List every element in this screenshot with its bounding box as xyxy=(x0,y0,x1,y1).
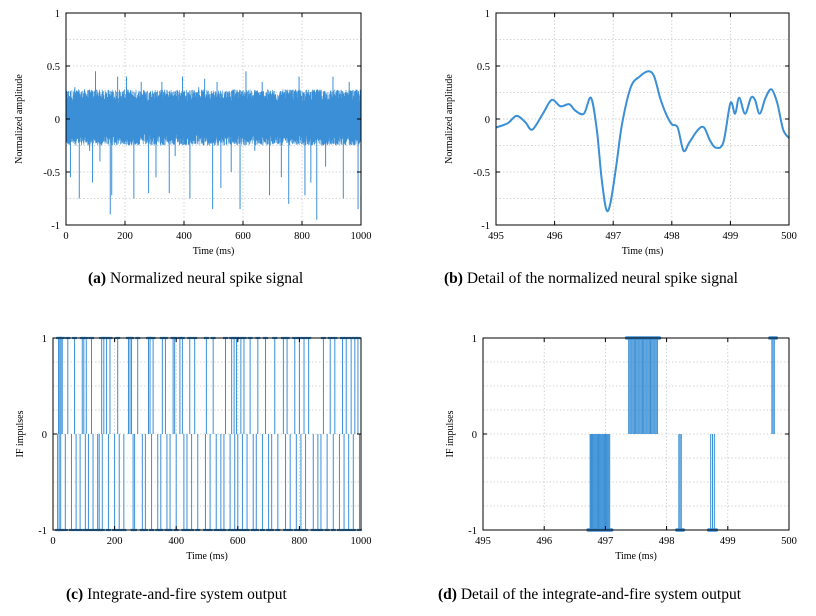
ticks-d: 495 496 497 498 499 500 -1 0 1 xyxy=(468,334,797,547)
x-tick-label-2: 400 xyxy=(168,536,184,547)
caption-d-text: Detail of the integrate-and-fire system … xyxy=(460,586,742,603)
y-tick-label-4: 1 xyxy=(55,9,60,20)
caption-a-text: Normalized neural spike signal xyxy=(109,270,304,287)
y-tick-label-2: 1 xyxy=(472,334,477,345)
x-tick-label-3: 600 xyxy=(230,536,246,547)
caption-c: (c) Integrate-and-fire system output xyxy=(66,586,287,604)
x-tick-label-1: 496 xyxy=(547,231,563,242)
x-tick-label-0: 495 xyxy=(475,536,491,547)
caption-b: (b) Detail of the normalized neural spik… xyxy=(444,270,738,288)
series-b xyxy=(495,70,790,213)
chart-b: 495 496 497 498 499 500 -1 -0.5 0 0.5 1 Time (ms) No… xyxy=(444,9,797,257)
ticks-c: 0 200 400 600 800 1000-101 xyxy=(38,334,371,547)
x-axis-label-b: Time (ms) xyxy=(622,246,664,257)
x-tick-label-4: 499 xyxy=(720,536,736,547)
series-a xyxy=(65,71,362,220)
x-tick-label-3: 498 xyxy=(664,231,680,242)
y-tick-label-3: 0.5 xyxy=(47,62,60,73)
x-tick-label-5: 500 xyxy=(781,536,797,547)
y-tick-label-2: 0 xyxy=(55,115,60,126)
x-tick-label-5: 500 xyxy=(781,231,797,242)
x-tick-label-4: 800 xyxy=(294,231,310,242)
caption-b-text: Detail of the normalized neural spike si… xyxy=(466,270,738,287)
y-tick-label-0: -1 xyxy=(468,526,477,537)
x-tick-label-3: 600 xyxy=(235,231,251,242)
x-tick-label-2: 497 xyxy=(598,536,614,547)
chart-d: 495 496 497 498 499 500 -1 0 1 Time (ms) IF impuls… xyxy=(445,334,797,562)
ticks-b: 495 496 497 498 499 500 -1 -0.5 0 0.5 1 xyxy=(473,9,797,242)
y-axis-label-c: IF impulses xyxy=(15,410,26,457)
y-tick-label-2: 0 xyxy=(485,115,490,126)
y-tick-label-1: 0 xyxy=(42,430,47,441)
caption-b-letter: (b) xyxy=(444,270,463,287)
x-tick-label-0: 0 xyxy=(63,231,68,242)
x-tick-label-5: 1000 xyxy=(351,231,372,242)
caption-c-letter: (c) xyxy=(66,586,84,603)
x-tick-label-1: 200 xyxy=(107,536,123,547)
y-tick-label-0: -1 xyxy=(481,221,490,232)
x-tick-label-2: 497 xyxy=(605,231,621,242)
x-tick-label-4: 800 xyxy=(292,536,308,547)
y-tick-label-1: 0 xyxy=(472,430,477,441)
caption-d-letter: (d) xyxy=(438,586,457,603)
caption-d: (d) Detail of the integrate-and-fire sys… xyxy=(438,586,741,604)
x-axis-label-c: Time (ms) xyxy=(186,551,228,562)
x-tick-label-1: 200 xyxy=(117,231,133,242)
y-tick-label-0: -1 xyxy=(38,526,47,537)
y-tick-label-2: 1 xyxy=(42,334,47,345)
x-axis-label-a: Time (ms) xyxy=(193,246,235,257)
y-axis-label-d: IF impulses xyxy=(445,410,456,457)
chart-a: 0 200 400 600 800 1000 -1 -0.5 0 0.5 1 Time (ms) Nor… xyxy=(14,9,372,257)
y-tick-label-1: -0.5 xyxy=(43,168,60,179)
caption-a: (a) Normalized neural spike signal xyxy=(88,270,303,288)
x-tick-label-1: 496 xyxy=(536,536,552,547)
signal-line xyxy=(495,70,790,213)
x-tick-label-3: 498 xyxy=(659,536,675,547)
y-tick-label-4: 1 xyxy=(485,9,490,20)
x-tick-label-5: 1000 xyxy=(351,536,372,547)
x-tick-label-2: 400 xyxy=(176,231,192,242)
series-d xyxy=(586,336,779,532)
y-tick-label-1: -0.5 xyxy=(473,168,490,179)
y-axis-label-b: Normalized amplitude xyxy=(444,74,455,164)
x-tick-label-4: 499 xyxy=(723,231,739,242)
ticks-a: 0 200 400 600 800 1000 -1 -0.5 0 0.5 1 xyxy=(43,9,371,242)
y-tick-label-3: 0.5 xyxy=(477,62,490,73)
caption-c-text: Integrate-and-fire system output xyxy=(87,586,287,603)
y-tick-label-0: -1 xyxy=(51,221,60,232)
caption-a-letter: (a) xyxy=(88,270,107,287)
y-axis-label-a: Normalized amplitude xyxy=(14,74,25,164)
x-axis-label-d: Time (ms) xyxy=(615,551,657,562)
x-tick-label-0: 495 xyxy=(488,231,504,242)
x-tick-label-0: 0 xyxy=(50,536,55,547)
